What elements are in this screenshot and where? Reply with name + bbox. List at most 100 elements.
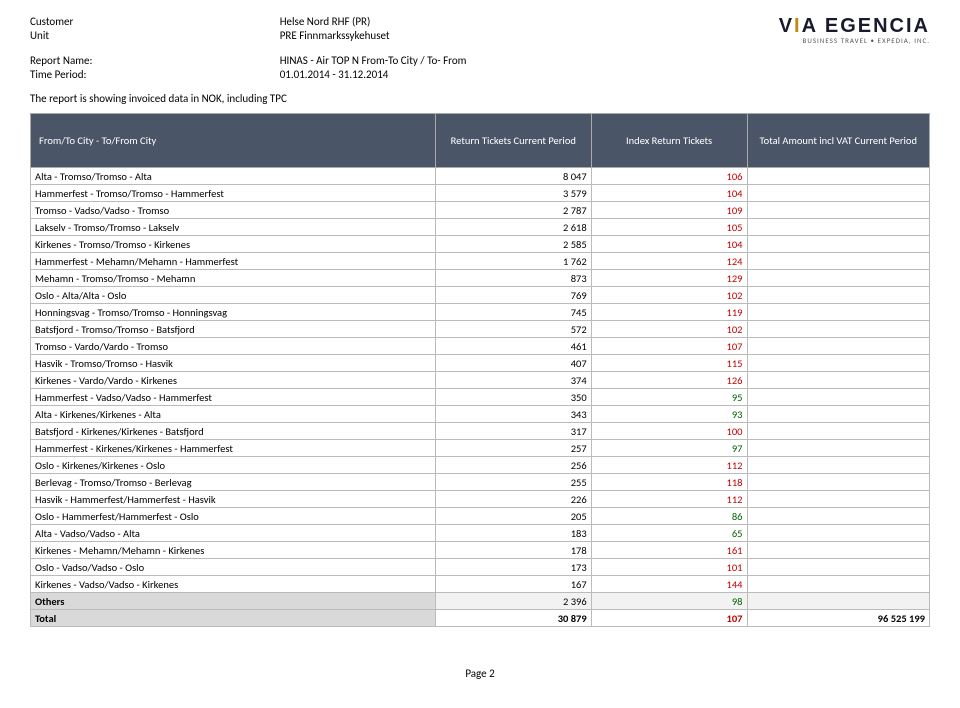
cell-index: 126 <box>591 372 747 389</box>
cell-index: 144 <box>591 576 747 593</box>
cell-route: Kirkenes - Tromso/Tromso - Kirkenes <box>31 236 436 253</box>
cell-amount <box>747 508 930 525</box>
cell-route: Total <box>31 610 436 627</box>
table-row: Oslo - Alta/Alta - Oslo769102 <box>31 287 930 304</box>
page-footer: Page 2 <box>30 667 930 680</box>
cell-route: Honningsvag - Tromso/Tromso - Honningsva… <box>31 304 436 321</box>
cell-route: Hammerfest - Tromso/Tromso - Hammerfest <box>31 185 436 202</box>
cell-index: 107 <box>591 338 747 355</box>
cell-index: 95 <box>591 389 747 406</box>
table-row: Hasvik - Tromso/Tromso - Hasvik407115 <box>31 355 930 372</box>
cell-route: Oslo - Hammerfest/Hammerfest - Oslo <box>31 508 436 525</box>
report-name-label: Report Name: <box>30 54 92 68</box>
cell-route: Others <box>31 593 436 610</box>
cell-return-tickets: 317 <box>435 423 591 440</box>
cell-route: Alta - Vadso/Vadso - Alta <box>31 525 436 542</box>
table-row: Oslo - Kirkenes/Kirkenes - Oslo256112 <box>31 457 930 474</box>
cell-route: Hammerfest - Vadso/Vadso - Hammerfest <box>31 389 436 406</box>
cell-amount <box>747 559 930 576</box>
cell-route: Kirkenes - Vadso/Vadso - Kirkenes <box>31 576 436 593</box>
cell-index: 98 <box>591 593 747 610</box>
cell-index: 93 <box>591 406 747 423</box>
cell-index: 109 <box>591 202 747 219</box>
cell-return-tickets: 30 879 <box>435 610 591 627</box>
cell-return-tickets: 255 <box>435 474 591 491</box>
col-header-route: From/To City - To/From City <box>31 114 436 168</box>
report-name-value: HINAS - Air TOP N From-To City / To- Fro… <box>280 54 467 68</box>
cell-return-tickets: 256 <box>435 457 591 474</box>
cell-amount <box>747 576 930 593</box>
table-row: Hammerfest - Mehamn/Mehamn - Hammerfest1… <box>31 253 930 270</box>
cell-index: 86 <box>591 508 747 525</box>
cell-route: Hammerfest - Kirkenes/Kirkenes - Hammerf… <box>31 440 436 457</box>
cell-amount: 96 525 199 <box>747 610 930 627</box>
cell-return-tickets: 178 <box>435 542 591 559</box>
cell-route: Oslo - Alta/Alta - Oslo <box>31 287 436 304</box>
cell-return-tickets: 173 <box>435 559 591 576</box>
cell-index: 112 <box>591 457 747 474</box>
cell-return-tickets: 461 <box>435 338 591 355</box>
cell-amount <box>747 236 930 253</box>
time-period-value: 01.01.2014 - 31.12.2014 <box>280 68 467 82</box>
table-row: Hammerfest - Vadso/Vadso - Hammerfest350… <box>31 389 930 406</box>
cell-return-tickets: 2 585 <box>435 236 591 253</box>
cell-return-tickets: 1 762 <box>435 253 591 270</box>
cell-return-tickets: 257 <box>435 440 591 457</box>
cell-amount <box>747 270 930 287</box>
table-row: Oslo - Hammerfest/Hammerfest - Oslo20586 <box>31 508 930 525</box>
table-row: Lakselv - Tromso/Tromso - Lakselv2 61810… <box>31 219 930 236</box>
cell-return-tickets: 205 <box>435 508 591 525</box>
table-row: Honningsvag - Tromso/Tromso - Honningsva… <box>31 304 930 321</box>
cell-route: Lakselv - Tromso/Tromso - Lakselv <box>31 219 436 236</box>
cell-index: 97 <box>591 440 747 457</box>
cell-amount <box>747 593 930 610</box>
table-row: Tromso - Vardo/Vardo - Tromso461107 <box>31 338 930 355</box>
cell-index: 105 <box>591 219 747 236</box>
table-row: Berlevag - Tromso/Tromso - Berlevag25511… <box>31 474 930 491</box>
cell-amount <box>747 542 930 559</box>
cell-index: 107 <box>591 610 747 627</box>
cell-route: Batsfjord - Tromso/Tromso - Batsfjord <box>31 321 436 338</box>
table-row: Alta - Kirkenes/Kirkenes - Alta34393 <box>31 406 930 423</box>
header-labels-left: Customer Unit Report Name: Time Period: <box>30 15 92 82</box>
cell-amount <box>747 457 930 474</box>
cell-amount <box>747 287 930 304</box>
header-values: Helse Nord RHF (PR) PRE Finnmarkssykehus… <box>280 15 467 82</box>
table-row: Kirkenes - Vadso/Vadso - Kirkenes167144 <box>31 576 930 593</box>
logo-brand: VIA EGENCIA <box>779 15 930 38</box>
cell-index: 104 <box>591 236 747 253</box>
cell-return-tickets: 2 396 <box>435 593 591 610</box>
time-period-label: Time Period: <box>30 68 92 82</box>
col-header-total-amount: Total Amount incl VAT Current Period <box>747 114 930 168</box>
cell-return-tickets: 2 787 <box>435 202 591 219</box>
cell-index: 118 <box>591 474 747 491</box>
cell-route: Hammerfest - Mehamn/Mehamn - Hammerfest <box>31 253 436 270</box>
unit-label: Unit <box>30 29 92 43</box>
table-row: Kirkenes - Vardo/Vardo - Kirkenes374126 <box>31 372 930 389</box>
table-row: Mehamn - Tromso/Tromso - Mehamn873129 <box>31 270 930 287</box>
col-header-return-tickets: Return Tickets Current Period <box>435 114 591 168</box>
cell-amount <box>747 372 930 389</box>
table-row: Oslo - Vadso/Vadso - Oslo173101 <box>31 559 930 576</box>
cell-return-tickets: 167 <box>435 576 591 593</box>
cell-return-tickets: 374 <box>435 372 591 389</box>
customer-value: Helse Nord RHF (PR) <box>280 15 467 29</box>
cell-route: Alta - Kirkenes/Kirkenes - Alta <box>31 406 436 423</box>
table-header-row: From/To City - To/From City Return Ticke… <box>31 114 930 168</box>
cell-amount <box>747 338 930 355</box>
cell-amount <box>747 389 930 406</box>
cell-route: Oslo - Kirkenes/Kirkenes - Oslo <box>31 457 436 474</box>
cell-index: 104 <box>591 185 747 202</box>
cell-route: Kirkenes - Mehamn/Mehamn - Kirkenes <box>31 542 436 559</box>
report-note: The report is showing invoiced data in N… <box>30 92 930 105</box>
cell-amount <box>747 202 930 219</box>
table-row: Batsfjord - Kirkenes/Kirkenes - Batsfjor… <box>31 423 930 440</box>
cell-route: Berlevag - Tromso/Tromso - Berlevag <box>31 474 436 491</box>
unit-value: PRE Finnmarkssykehuset <box>280 29 467 43</box>
data-table: From/To City - To/From City Return Ticke… <box>30 113 930 627</box>
table-row: Kirkenes - Tromso/Tromso - Kirkenes2 585… <box>31 236 930 253</box>
cell-route: Tromso - Vardo/Vardo - Tromso <box>31 338 436 355</box>
cell-index: 102 <box>591 287 747 304</box>
table-row: Batsfjord - Tromso/Tromso - Batsfjord572… <box>31 321 930 338</box>
col-header-index: Index Return Tickets <box>591 114 747 168</box>
